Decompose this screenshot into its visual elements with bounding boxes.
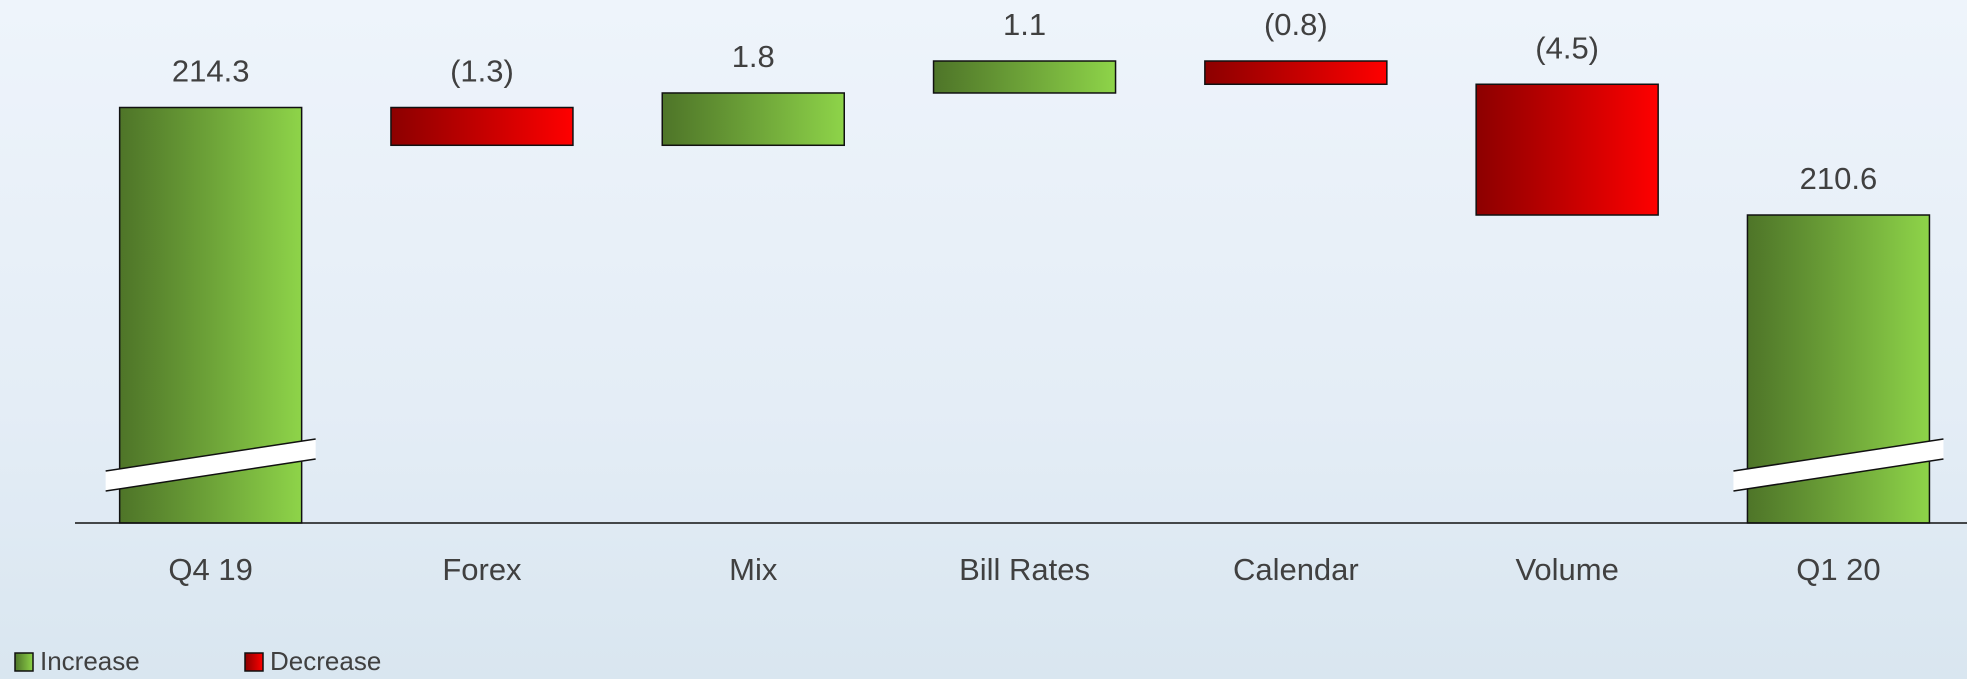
axis-break-edge (105, 458, 316, 492)
bar (1475, 83, 1659, 216)
data-label: (0.8) (1264, 7, 1328, 42)
data-label: 1.1 (1003, 7, 1046, 42)
bar (661, 92, 845, 147)
axis-break (105, 439, 316, 491)
x-tick-label: Bill Rates (959, 552, 1090, 587)
x-tick-label: Volume (1515, 552, 1618, 587)
data-label: 1.8 (732, 39, 775, 74)
legend-label: Increase (40, 646, 140, 676)
data-label: (1.3) (450, 54, 514, 89)
axis-break-edge (1733, 438, 1944, 472)
axis-break-edge (1733, 458, 1944, 492)
data-label: (4.5) (1535, 30, 1599, 65)
x-tick-label: Forex (442, 552, 522, 587)
x-tick-label: Q1 20 (1796, 552, 1880, 587)
data-label: 214.3 (172, 54, 250, 89)
bar (390, 106, 574, 147)
data-label: 210.6 (1800, 161, 1878, 196)
bar (932, 60, 1117, 94)
axis-break-edge (105, 438, 316, 472)
legend-swatch (244, 652, 264, 672)
x-tick-label: Mix (729, 552, 778, 587)
x-tick-label: Q4 19 (168, 552, 252, 587)
legend-label: Decrease (270, 646, 381, 676)
x-tick-label: Calendar (1233, 552, 1359, 587)
bar (1204, 60, 1388, 86)
axis-break (1733, 439, 1944, 491)
legend-swatch (14, 652, 34, 672)
